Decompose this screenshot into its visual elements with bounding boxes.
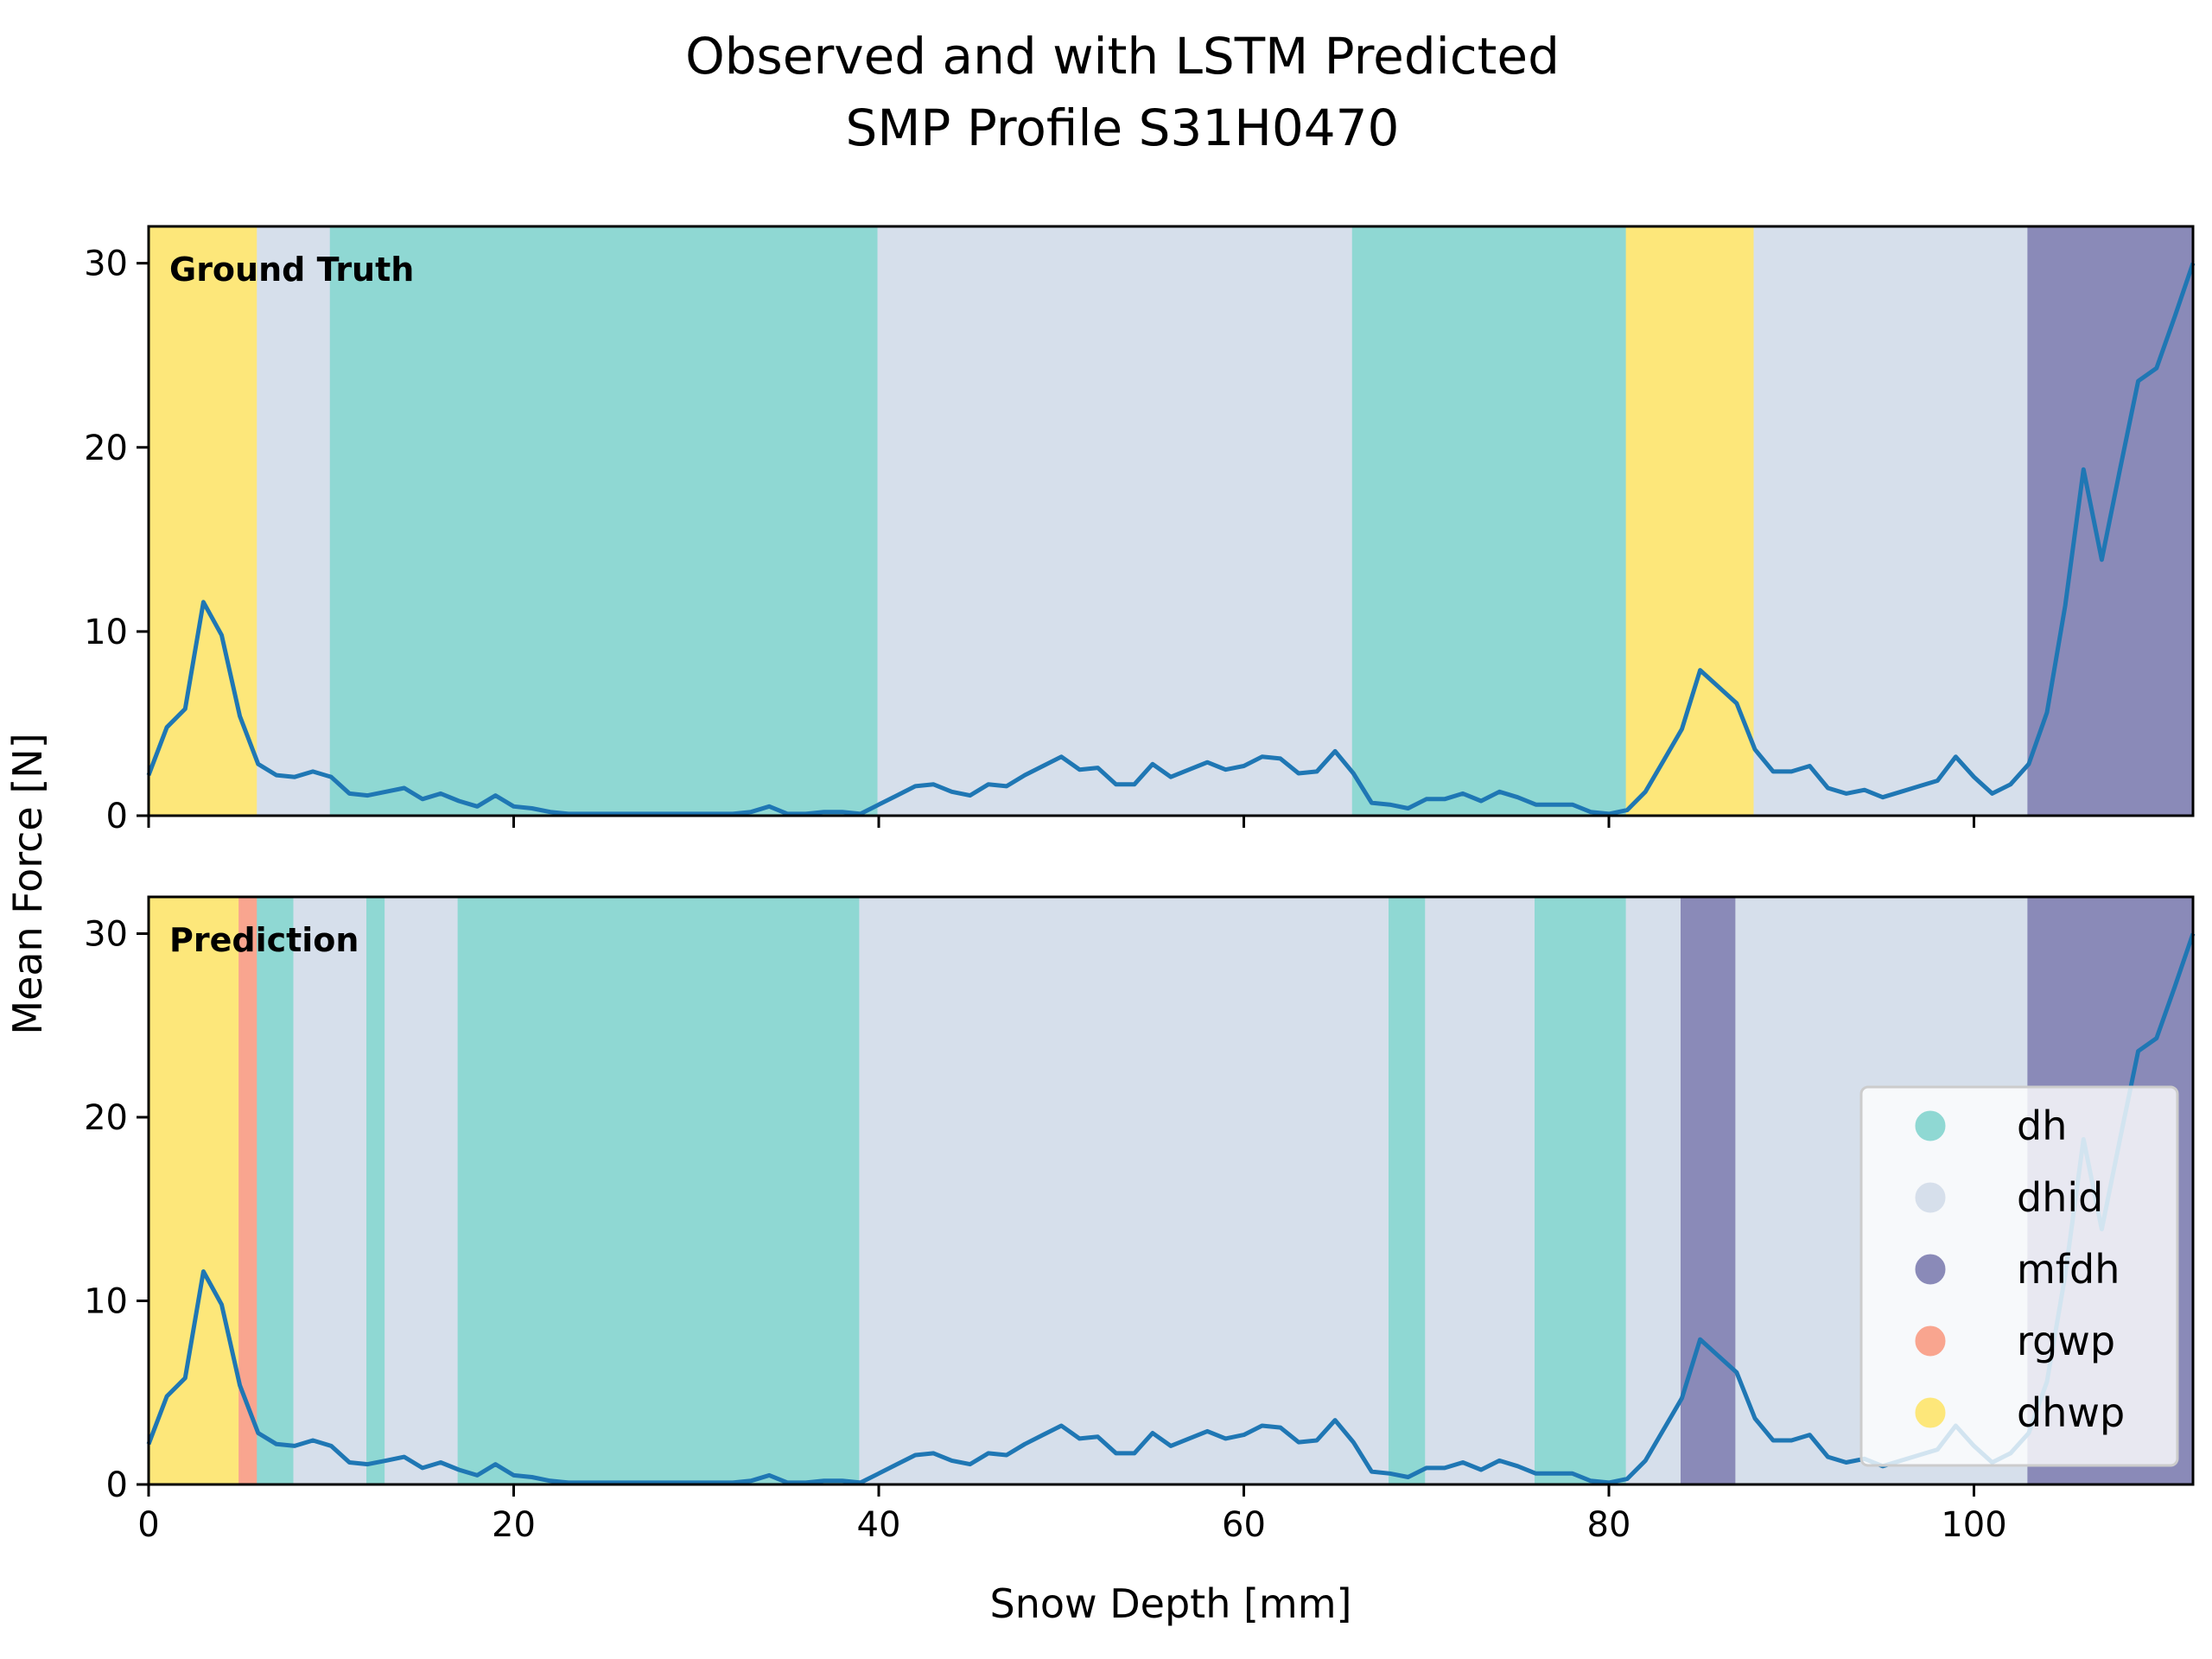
legend-marker-mfdh [1915,1254,1946,1285]
legend-box [1859,1085,2179,1467]
legend-marker-dh [1915,1110,1946,1141]
segment-dhid [877,225,1355,817]
y-tick-label: 20 [84,1098,128,1138]
x-tick-label: 100 [1941,1505,2006,1545]
segment-dhid [385,895,461,1486]
segment-dhid [293,895,369,1486]
y-tick-label: 0 [106,797,128,836]
segment-dh [457,895,862,1486]
x-tick-label: 40 [857,1505,901,1545]
y-axis-label: Mean Force [N] [4,733,51,1034]
segment-dhid [859,895,1391,1486]
y-tick-label: 20 [84,429,128,468]
legend-label-dh: dh [2017,1103,2067,1149]
panel-label: Ground Truth [169,251,414,289]
y-tick-label: 30 [84,915,128,955]
segment-dh [329,225,880,817]
x-axis-label: Snow Depth [mm] [990,1580,1352,1627]
legend-label-mfdh: mfdh [2017,1246,2120,1293]
x-tick-label: 0 [137,1505,159,1545]
segment-dh [1535,895,1629,1486]
x-tick-label: 80 [1587,1505,1631,1545]
x-tick-label: 20 [492,1505,536,1545]
axes-frame [147,895,2195,1486]
y-tick-label: 0 [106,1465,128,1505]
segment-dhwp [1625,225,1757,817]
chart-title-line-2: SMP Profile S31H0470 [846,99,1400,157]
legend-marker-rgwp [1915,1325,1946,1357]
legend-label-dhwp: dhwp [2017,1389,2125,1436]
legend: dh dhid mfdh rgwp dhwp [1859,1085,2179,1467]
segment-dh [366,895,388,1486]
segment-dh [1389,895,1428,1486]
legend-marker-dhwp [1915,1397,1946,1428]
y-tick-label: 30 [84,245,128,284]
segment-mfdh [1681,895,1738,1486]
segment-dh [1351,225,1629,817]
panel-2: 0 10 20 30 0 20 40 60 80 100 Prediction [84,895,2196,1545]
legend-marker-dhid [1915,1182,1946,1213]
segment-dh [257,895,296,1486]
chart-title-line-1: Observed and with LSTM Predicted [685,27,1560,86]
legend-label-dhid: dhid [2017,1174,2103,1221]
y-tick-label: 10 [84,1282,128,1322]
series-line [146,262,2196,817]
series-line [146,932,2196,1485]
segment-dhwp [147,895,242,1486]
panel-1: 0 10 20 30 Ground Truth [84,225,2196,836]
y-tick-label: 10 [84,613,128,652]
segment-dhid [1425,895,1537,1486]
segment-dhid [1753,225,2031,817]
panel-label: Prediction [169,921,359,959]
x-tick-label: 60 [1222,1505,1266,1545]
segment-dhid [257,225,333,817]
axes-frame [147,225,2195,817]
legend-label-rgwp: rgwp [2017,1318,2115,1364]
segment-dhid [1625,895,1683,1486]
